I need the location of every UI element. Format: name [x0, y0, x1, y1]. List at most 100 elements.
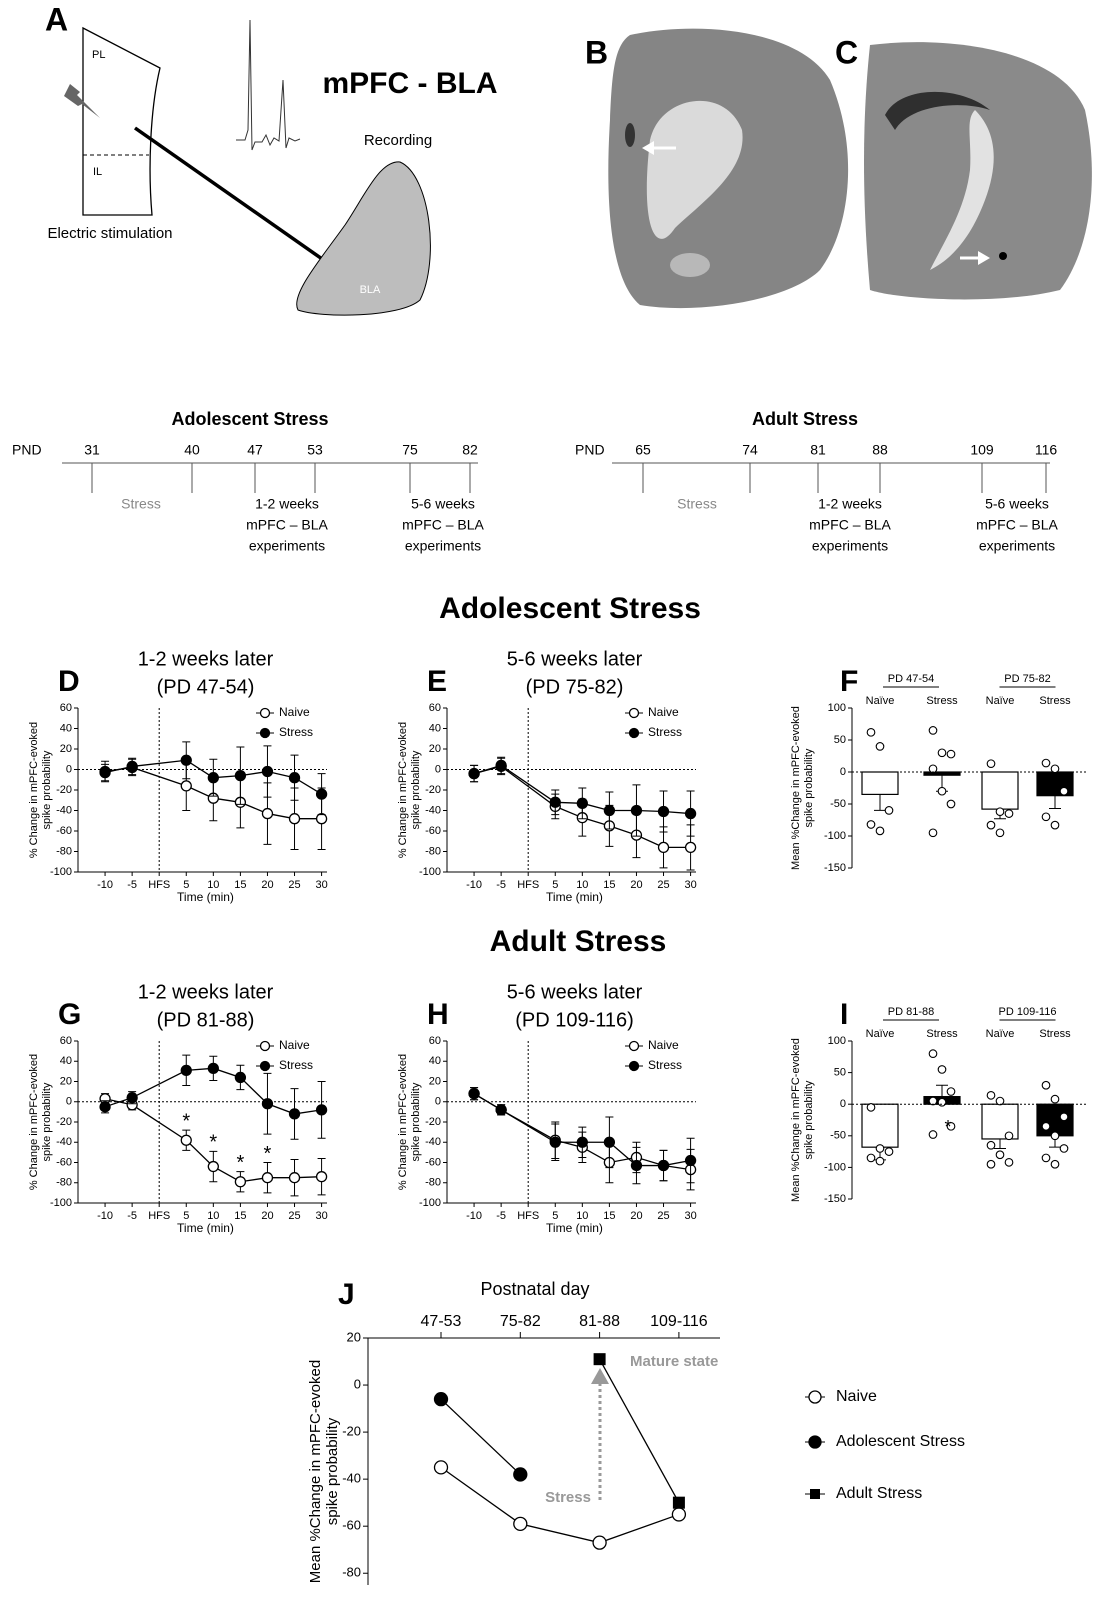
legend-marker: [809, 1436, 821, 1448]
significance: *: [944, 1117, 951, 1137]
marker: [181, 1135, 191, 1145]
marker: [235, 1072, 245, 1082]
y-tick-label: 20: [429, 1075, 441, 1087]
chart-title: 5-6 weeks later: [507, 648, 643, 670]
marker: [208, 1063, 218, 1073]
data-point: [1005, 810, 1013, 818]
x-tick-label: 30: [684, 879, 696, 891]
y-tick-label: 20: [429, 743, 441, 755]
marker: [235, 1177, 245, 1187]
marker: [208, 773, 218, 783]
panel-a-title: mPFC - BLA: [323, 67, 498, 100]
x-tick-label: 109-116: [650, 1313, 708, 1330]
x-tick-label: HFS: [517, 1210, 539, 1222]
error-bar: [874, 794, 886, 810]
marker: [514, 1517, 527, 1530]
x-tick-label: 25: [288, 1210, 300, 1222]
marker: [594, 1353, 606, 1365]
legend-label: Adult Stress: [836, 1485, 922, 1502]
y-axis-label: spike probability: [803, 748, 815, 827]
data-point: [867, 1154, 875, 1162]
data-point: [929, 727, 937, 735]
marker: [290, 1173, 300, 1183]
x-tick-label: 10: [207, 1210, 219, 1222]
marker: [435, 1393, 448, 1406]
panel-letter: I: [840, 998, 848, 1031]
legend-marker: [261, 1042, 270, 1051]
x-tick-label: 5: [183, 879, 189, 891]
y-tick-label: -40: [56, 804, 72, 816]
pl-label: PL: [92, 49, 105, 61]
marker: [659, 1161, 669, 1171]
y-tick-label: -100: [419, 866, 441, 878]
data-point: [938, 1066, 946, 1074]
x-tick-label: 15: [603, 879, 615, 891]
y-tick-label: -40: [342, 1471, 361, 1486]
y-axis-label: % Change in mPFC-evoked: [397, 1054, 409, 1190]
marker: [127, 1093, 137, 1103]
timeline-period: mPFC – BLA: [402, 517, 484, 533]
timeline-period: 5-6 weeks: [985, 496, 1049, 512]
x-tick-label: 25: [288, 879, 300, 891]
y-tick-label: -60: [56, 825, 72, 837]
legend-label: Naive: [836, 1388, 877, 1405]
chart-title: 1-2 weeks later: [138, 648, 274, 670]
data-point: [1051, 821, 1059, 829]
data-point: [987, 1141, 995, 1149]
data-point: [996, 829, 1004, 837]
y-tick-label: -100: [419, 1197, 441, 1209]
marker: [181, 1065, 191, 1075]
x-axis-label: Time (min): [177, 1221, 234, 1235]
legend-label: Stress: [279, 725, 313, 739]
legend-label: Naive: [648, 705, 679, 719]
panel-letter: F: [840, 665, 858, 698]
marker: [673, 1497, 685, 1509]
data-point: [947, 1088, 955, 1096]
legend-marker: [630, 1042, 639, 1051]
x-axis-label: Time (min): [177, 890, 234, 904]
data-point: [1042, 1123, 1050, 1131]
y-axis-label: Mean %Change in mPFC-evoked: [790, 706, 802, 870]
marker: [100, 768, 110, 778]
y-axis-label: % Change in mPFC-evoked: [397, 722, 409, 858]
x-tick-label: Stress: [1039, 695, 1071, 707]
y-tick-label: -20: [425, 784, 441, 796]
data-point: [885, 807, 893, 815]
x-tick-label: Stress: [926, 1028, 958, 1040]
x-tick-label: -5: [127, 1210, 137, 1222]
data-point: [996, 808, 1004, 816]
legend-marker: [261, 1062, 270, 1071]
y-tick-label: -100: [824, 1161, 846, 1173]
y-tick-label: 60: [429, 702, 441, 714]
marker: [604, 1137, 614, 1147]
marker: [127, 761, 137, 771]
bar: [1037, 1104, 1073, 1136]
legend-marker: [630, 729, 639, 738]
timeline-period: mPFC – BLA: [246, 517, 328, 533]
y-tick-label: 40: [60, 1055, 72, 1067]
panel-letter: E: [427, 665, 447, 698]
y-tick-label: 20: [347, 1329, 361, 1344]
timeline-day: 74: [742, 442, 758, 458]
y-tick-label: 0: [354, 1376, 361, 1391]
y-tick-label: -40: [425, 804, 441, 816]
x-tick-label: 25: [657, 1210, 669, 1222]
legend-marker: [630, 709, 639, 718]
marker: [435, 1461, 448, 1474]
bar: [862, 772, 898, 794]
marker: [686, 1155, 696, 1165]
x-tick-label: Stress: [926, 695, 958, 707]
marker: [631, 1161, 641, 1171]
timeline-day: 81: [810, 442, 826, 458]
x-axis-label: Time (min): [546, 1221, 603, 1235]
y-tick-label: -50: [830, 1130, 846, 1142]
y-tick-label: -20: [56, 784, 72, 796]
x-tick-label: HFS: [517, 879, 539, 891]
x-tick-label: 15: [234, 1210, 246, 1222]
timeline-axis-label: PND: [575, 442, 605, 458]
bar: [982, 772, 1018, 809]
x-tick-label: 15: [603, 1210, 615, 1222]
panel-letter: A: [45, 1, 68, 37]
marker: [469, 769, 479, 779]
error-bar: [936, 1085, 948, 1096]
